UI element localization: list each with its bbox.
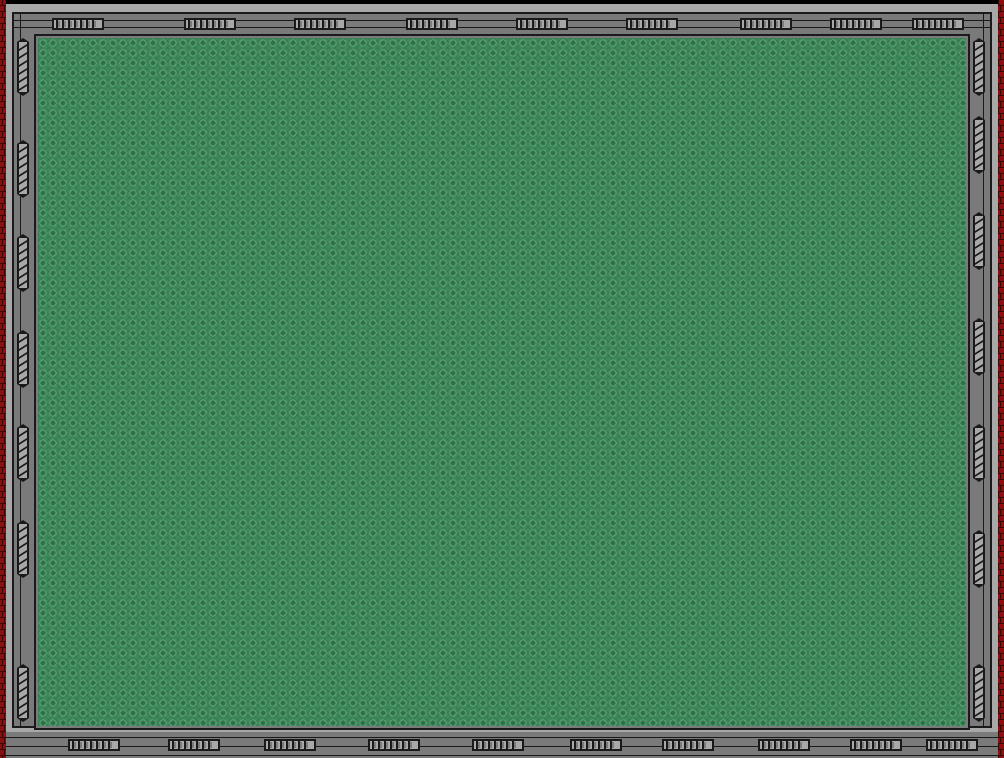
top-bracket-1 — [52, 18, 104, 30]
bottom-bracket-9 — [850, 739, 902, 751]
top-bracket-8 — [830, 18, 882, 30]
top-bracket-2 — [184, 18, 236, 30]
bottom-bracket-6 — [570, 739, 622, 751]
top-bracket-6 — [626, 18, 678, 30]
left-clamp-1 — [17, 38, 29, 96]
left-clamp-7 — [17, 664, 29, 722]
bottom-bracket-7 — [662, 739, 714, 751]
bottom-bracket-2 — [168, 739, 220, 751]
top-bracket-7 — [740, 18, 792, 30]
green-felt-play-area[interactable] — [38, 38, 966, 726]
left-clamp-5 — [17, 424, 29, 482]
right-clamp-7 — [973, 664, 985, 722]
left-clamp-4 — [17, 330, 29, 388]
bottom-bracket-1 — [68, 739, 120, 751]
right-brick-edge — [998, 0, 1004, 758]
bottom-bracket-5 — [472, 739, 524, 751]
right-clamp-6 — [973, 530, 985, 588]
bottom-bracket-10 — [926, 739, 978, 751]
left-clamp-6 — [17, 520, 29, 578]
bottom-bracket-4 — [368, 739, 420, 751]
right-clamp-3 — [973, 212, 985, 270]
top-bracket-3 — [294, 18, 346, 30]
bottom-bracket-3 — [264, 739, 316, 751]
right-clamp-1 — [973, 38, 985, 96]
left-clamp-2 — [17, 140, 29, 198]
right-clamp-2 — [973, 116, 985, 174]
top-bracket-5 — [516, 18, 568, 30]
right-clamp-4 — [973, 318, 985, 376]
bottom-bracket-8 — [758, 739, 810, 751]
left-clamp-3 — [17, 234, 29, 292]
left-brick-edge — [0, 0, 6, 758]
top-bracket-9 — [912, 18, 964, 30]
right-clamp-5 — [973, 424, 985, 482]
top-bracket-4 — [406, 18, 458, 30]
